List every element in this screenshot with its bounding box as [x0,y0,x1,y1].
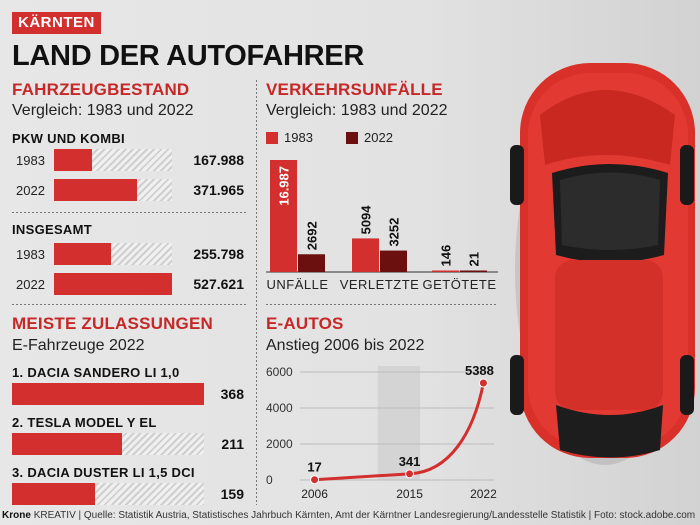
value-label-getötete-1983: 146 [439,245,454,267]
bar-getötete-2022 [460,270,487,272]
value-ins-2022: 527.621 [193,276,244,292]
bar-zul-3 [12,483,95,505]
category-label-getötete: GETÖTETE [422,277,496,292]
legend-swatch-1983 [266,132,278,144]
y-tick-label: 0 [266,473,273,487]
value-label-unfälle-1983: 16.987 [277,166,292,206]
bar-pkw-2022 [54,179,138,201]
value-label-verletzte-1983: 5094 [359,205,374,235]
y-tick-label: 6000 [266,365,293,379]
category-label-unfälle: UNFÄLLE [266,277,328,292]
group-title-insgesamt: INSGESAMT [12,222,92,237]
bar-verletzte-2022 [380,250,407,272]
y-tick-label: 2000 [266,437,293,451]
bar-unfälle-1983 [270,160,297,272]
value-ins-1983: 255.798 [193,246,244,262]
zulassungen-subtitle: E-Fahrzeuge 2022 [12,337,145,354]
row-label-ins-2022: 2022 [16,277,45,292]
highlight-band [377,366,421,480]
region-tag: KÄRNTEN [12,12,101,34]
bar-track-pkw-2022 [54,179,172,201]
zulassung-label-2: 2. TESLA MODEL Y EL [12,415,157,430]
x-tick-label: 2006 [301,487,328,501]
footer-brand: Krone [2,510,31,521]
row-label-ins-1983: 1983 [16,247,45,262]
value-zul-1: 368 [220,386,244,402]
bar-track-zul-3 [12,483,204,505]
data-point [405,469,415,479]
group-title-pkw: PKW UND KOMBI [12,131,125,146]
value-pkw-2022: 371.965 [193,182,244,198]
eautos-subtitle: Anstieg 2006 bis 2022 [266,337,425,354]
value-label-verletzte-2022: 3252 [387,218,402,247]
data-label: 17 [307,460,321,475]
legend-label-2022: 2022 [364,130,393,145]
row-label-pkw-2022: 2022 [16,183,45,198]
value-pkw-1983: 167.988 [193,152,244,168]
legend-label-1983: 1983 [284,130,313,145]
value-zul-2: 211 [221,436,244,452]
column-divider [256,80,257,505]
zulassung-label-1: 1. DACIA SANDERO LI 1,0 [12,365,180,380]
bar-ins-2022 [54,273,172,295]
fahrzeugbestand-title: FAHRZEUGBESTAND [12,80,190,99]
data-point [310,475,320,485]
divider [266,304,496,305]
headline: LAND DER AUTOFAHRER [12,40,364,72]
x-tick-label: 2022 [470,487,497,501]
data-label: 341 [399,454,421,469]
data-point [478,378,488,388]
series-line [314,382,485,482]
eautos-chart: 0 2000 4000 6000 2006 2015 2022 17 341 5388 [266,363,497,501]
footer-credits: KREATIV | Quelle: Statistik Austria, Sta… [33,510,696,521]
bar-unfälle-2022 [298,254,325,272]
divider [12,212,248,213]
bar-track-zul-2 [12,433,204,455]
bar-pkw-1983 [54,149,92,171]
value-zul-3: 159 [220,486,244,502]
bar-track-zul-1 [12,383,204,405]
divider [12,304,248,305]
bar-verletzte-1983 [352,238,379,272]
y-tick-label: 4000 [266,401,293,415]
eautos-title: E-AUTOS [266,314,344,333]
bar-track-ins-2022 [54,273,172,295]
data-label: 5388 [465,363,494,378]
unfaelle-title: VERKEHRSUNFÄLLE [266,80,443,99]
bar-ins-1983 [54,243,112,265]
footer: Krone KREATIV | Quelle: Statistik Austri… [0,508,700,525]
bar-getötete-1983 [432,270,459,272]
fahrzeugbestand-subtitle: Vergleich: 1983 und 2022 [12,102,194,119]
value-label-getötete-2022: 21 [467,252,482,266]
x-tick-label: 2015 [396,487,423,501]
category-label-verletzte: VERLETZTE [340,277,420,292]
value-label-unfälle-2022: 2692 [305,221,320,250]
bar-zul-1 [12,383,204,405]
unfaelle-subtitle: Vergleich: 1983 und 2022 [266,102,448,119]
bar-track-pkw-1983 [54,149,172,171]
bar-track-ins-1983 [54,243,172,265]
row-label-pkw-1983: 1983 [16,153,45,168]
zulassungen-title: MEISTE ZULASSUNGEN [12,314,214,333]
car-image [510,63,695,465]
bar-zul-2 [12,433,123,455]
zulassung-label-3: 3. DACIA DUSTER LI 1,5 DCI [12,465,195,480]
legend-swatch-2022 [346,132,358,144]
unfaelle-chart: 16.987 2692 UNFÄLLE 5094 3252 VERLETZTE 146 21 G… [266,160,498,292]
